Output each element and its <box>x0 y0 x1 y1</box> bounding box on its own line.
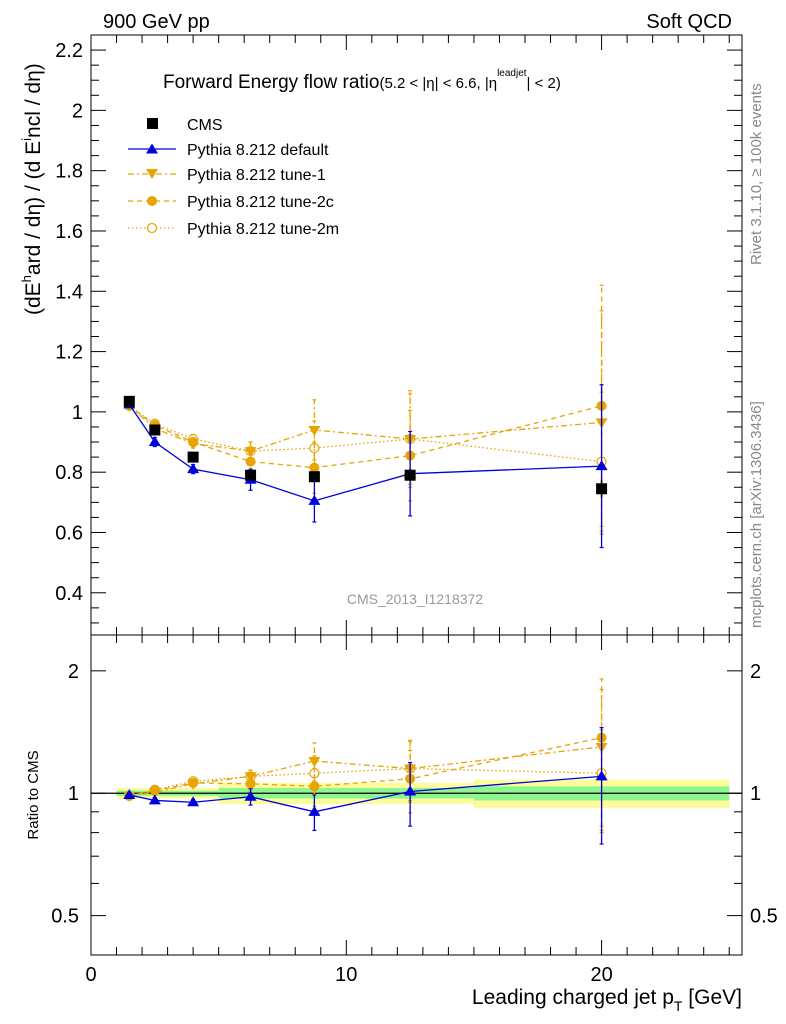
ratio-pythia-8-212-default-point <box>308 805 321 816</box>
legend-marker-circle <box>147 196 157 206</box>
ratio-pythia-8-212-tune-1-point <box>187 779 200 790</box>
x-tick-label: 0 <box>85 964 96 986</box>
legend-label-cms: CMS <box>187 117 223 134</box>
y-tick-label: 2.2 <box>55 40 83 62</box>
ratio-panel: 0.5 0.51 12 20 10 20 Ratio to CMS Leading cha… <box>25 634 778 1014</box>
chart-title: Forward Energy flow ratio(5.2 < |η| < 6.… <box>163 68 561 93</box>
main-cms-point <box>149 424 161 436</box>
y-tick-label: 1 <box>72 402 83 424</box>
watermark: CMS_2013_I1218372 <box>347 591 483 607</box>
main-data <box>123 284 608 549</box>
legend-label-tune2c: Pythia 8.212 tune-2c <box>187 194 334 211</box>
ratio-y-tick-label-right: 0.5 <box>750 906 778 928</box>
main-ticks: 0.4 0.6 0.8 1 1.2 1.4 1.6 1.8 2 2.2 <box>55 35 742 635</box>
ratio-ticks: 0.5 0.51 12 20 10 20 <box>51 635 778 986</box>
legend-item-tune2m: Pythia 8.212 tune-2m <box>128 221 339 238</box>
x-axis-label: Leading charged jet pT [GeV] <box>472 986 742 1014</box>
ratio-y-tick-label-right: 2 <box>750 661 761 683</box>
y-tick-label: 0.4 <box>55 583 83 605</box>
ratio-data <box>123 678 608 845</box>
y-tick-label: 2 <box>72 100 83 122</box>
legend-item-cms: CMS <box>147 117 223 134</box>
ratio-pythia-8-212-tune-1-point <box>148 788 161 799</box>
legend-marker-square <box>147 118 158 129</box>
ratio-y-tick-label: 2 <box>68 661 79 683</box>
legend-label-default: Pythia 8.212 default <box>187 142 329 159</box>
y-tick-label: 1.6 <box>55 221 83 243</box>
main-panel: 0.4 0.6 0.8 1 1.2 1.4 1.6 1.8 2 2.2 Forward Energ… <box>19 34 743 636</box>
y-tick-label: 1.2 <box>55 342 83 364</box>
legend-label-tune1: Pythia 8.212 tune-1 <box>187 167 326 184</box>
main-pythia-8-212-tune-1-point <box>187 439 200 450</box>
x-axis-label-sub: T <box>674 998 683 1014</box>
main-pythia-8-212-tune-1-series <box>123 310 608 535</box>
ratio-pythia-8-212-tune-2c-point <box>309 781 320 792</box>
main-cms-point <box>404 469 416 481</box>
main-cms-series <box>123 395 608 498</box>
chart-title-end: | < 2) <box>527 75 561 92</box>
legend-label-tune2m: Pythia 8.212 tune-2m <box>187 221 339 238</box>
legend-marker-triangle-down <box>146 169 158 179</box>
chart-title-sup: leadjet <box>497 68 527 79</box>
ratio-pythia-8-212-default-point <box>187 796 200 807</box>
main-pythia-8-212-tune-2c-series <box>124 284 607 528</box>
main-cms-point <box>308 471 320 483</box>
chart-title-main: Forward Energy flow ratio <box>163 72 379 93</box>
y-tick-label: 1.4 <box>55 281 83 303</box>
ratio-y-label: Ratio to CMS <box>25 750 42 839</box>
ratio-pythia-8-212-tune-2c-point <box>245 778 256 789</box>
main-pythia-8-212-default-line <box>128 403 602 502</box>
ratio-pythia-8-212-default-point <box>123 788 136 799</box>
ratio-pythia-8-212-tune-1-series <box>123 688 608 834</box>
mcplots-label: mcplots.cern.ch [arXiv:1306.3436] <box>748 401 765 628</box>
legend-marker-triangle-up <box>146 143 158 154</box>
ratio-y-tick-label: 1 <box>68 783 79 805</box>
main-pythia-8-212-tune-1-point <box>308 425 321 436</box>
main-pythia-8-212-default-series <box>123 384 608 549</box>
main-pythia-8-212-tune-1-point <box>244 447 257 458</box>
main-pythia-8-212-tune-2c-point <box>309 462 320 473</box>
x-axis-label-main: Leading charged jet p <box>472 986 674 1009</box>
ratio-y-tick-label-right: 1 <box>750 783 761 805</box>
ratio-pythia-8-212-tune-1-point <box>308 757 321 768</box>
rivet-label: Rivet 3.1.10, ≥ 100k events <box>748 83 765 265</box>
ratio-pythia-8-212-default-point <box>148 794 161 805</box>
y-tick-label: 1.8 <box>55 161 83 183</box>
legend-marker-open-circle <box>146 222 158 234</box>
chart-title-suffix: (5.2 < |η| < 6.6, |η <box>379 75 497 92</box>
ratio-y-tick-label: 0.5 <box>51 906 79 928</box>
legend-item-tune2c: Pythia 8.212 tune-2c <box>128 194 334 211</box>
x-axis-label-unit: [GeV] <box>682 986 742 1009</box>
y-tick-label: 0.6 <box>55 522 83 544</box>
ratio-pythia-8-212-default-point <box>404 785 417 796</box>
ratio-pythia-8-212-default-point <box>595 770 608 781</box>
legend-item-default: Pythia 8.212 default <box>128 142 329 159</box>
ratio-pythia-8-212-default-point <box>244 790 257 801</box>
y-tick-label: 0.8 <box>55 462 83 484</box>
main-pythia-8-212-default-point <box>595 460 608 471</box>
main-pythia-8-212-default-point <box>148 436 161 447</box>
main-pythia-8-212-tune-2m-line <box>128 405 602 463</box>
main-pythia-8-212-default-point <box>187 463 200 474</box>
main-y-label: (dEhard / dη) / (d Eincl / dη) <box>19 63 45 315</box>
ratio-frame <box>90 634 743 956</box>
x-tick-label: 20 <box>590 964 612 986</box>
main-pythia-8-212-default-point <box>308 494 321 505</box>
ratio-pythia-8-212-tune-1-point <box>244 772 257 783</box>
main-cms-point <box>187 451 199 463</box>
main-pythia-8-212-tune-2c-point <box>245 456 256 467</box>
main-cms-point <box>596 483 608 495</box>
main-cms-point <box>245 469 257 481</box>
main-pythia-8-212-tune-2c-line <box>128 405 602 469</box>
x-tick-label: 10 <box>335 964 357 986</box>
legend: CMS Pythia 8.212 default Pythia 8.212 tu… <box>128 117 339 238</box>
main-cms-point <box>123 395 135 407</box>
header-left: 900 GeV pp <box>103 11 210 33</box>
header-right: Soft QCD <box>646 11 732 33</box>
legend-item-tune1: Pythia 8.212 tune-1 <box>128 167 326 184</box>
ratio-pythia-8-212-default-series <box>123 727 608 845</box>
